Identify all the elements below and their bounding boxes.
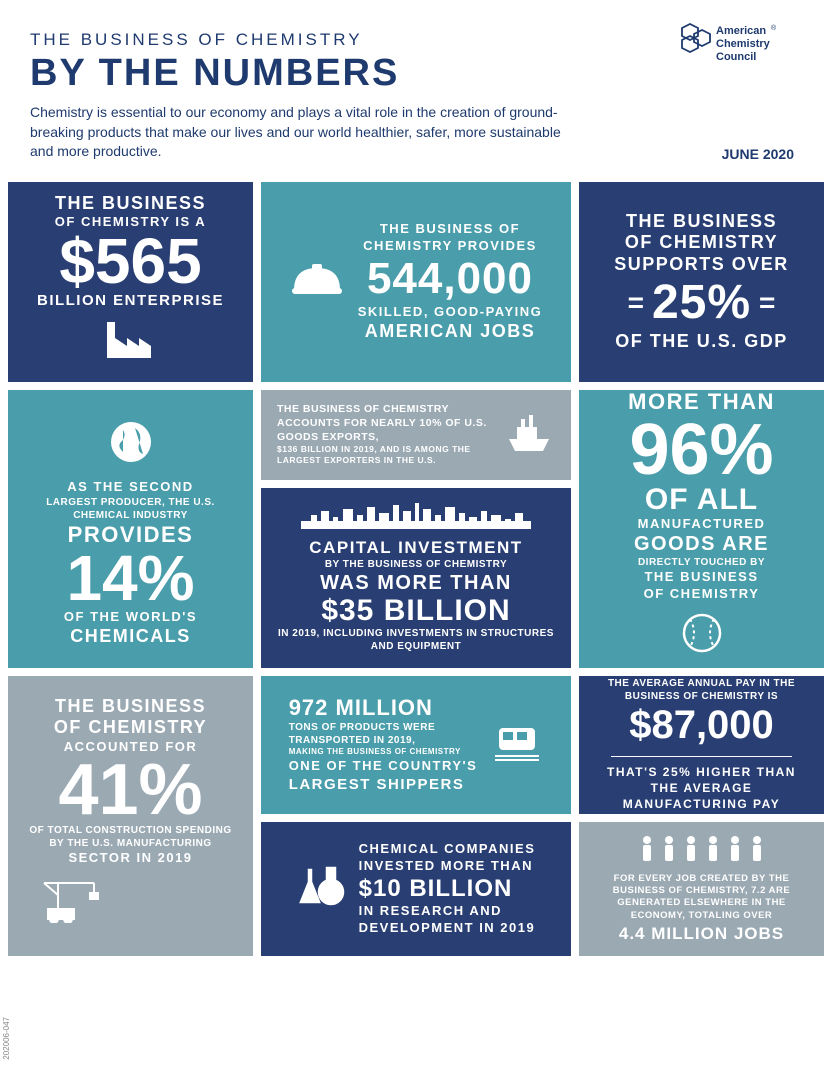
text: LARGEST SHIPPERS [289, 775, 478, 795]
factory-icon [103, 318, 159, 363]
header-date: JUNE 2020 [722, 146, 794, 162]
text: TRANSPORTED IN 2019, [289, 734, 478, 747]
stat-value: $35 BILLION [321, 595, 510, 627]
text: INVESTED MORE THAN [359, 858, 536, 875]
text: THE BUSINESS OF CHEMISTRY ACCOUNTS FOR N… [277, 403, 489, 444]
stat-value: $565 [59, 231, 201, 292]
text: IN 2019, INCLUDING INVESTMENTS IN STRUCT… [277, 627, 555, 653]
tile-gdp: THE BUSINESS OF CHEMISTRY SUPPORTS OVER … [579, 182, 824, 382]
tile-multiplier: FOR EVERY JOB CREATED BY THE BUSINESS OF… [579, 822, 824, 956]
stat-value: 41% [58, 756, 202, 824]
text: OF TOTAL CONSTRUCTION SPENDING BY THE U.… [24, 824, 237, 850]
header-description: Chemistry is essential to our economy an… [30, 103, 580, 162]
stat-value: $10 BILLION [359, 875, 536, 903]
text: FOR EVERY JOB CREATED BY THE BUSINESS OF… [595, 873, 808, 922]
text: CHEMICAL COMPANIES [359, 841, 536, 858]
text: OF CHEMISTRY [625, 232, 778, 254]
stat-value: 544,000 [358, 254, 543, 304]
tile-grid: THE BUSINESS OF CHEMISTRY IS A $565 BILL… [0, 182, 824, 964]
text: BY THE BUSINESS OF CHEMISTRY [325, 558, 507, 571]
tile-construction: THE BUSINESS OF CHEMISTRY ACCOUNTED FOR … [8, 676, 253, 956]
tile-world: AS THE SECOND LARGEST PRODUCER, THE U.S.… [8, 390, 253, 668]
people-icon [637, 834, 767, 869]
text: SUPPORTS OVER [614, 254, 789, 276]
svg-text:Council: Council [716, 51, 756, 63]
ship-icon [503, 411, 555, 458]
text: GOODS ARE [634, 532, 769, 556]
text: OF ALL [645, 484, 758, 516]
text: AMERICAN JOBS [358, 321, 543, 343]
divider [611, 756, 792, 757]
text: THE AVERAGE ANNUAL PAY IN THE BUSINESS O… [595, 677, 808, 703]
text: OF THE U.S. GDP [615, 331, 788, 353]
acc-logo: American Chemistry Council ® [674, 20, 794, 80]
tile-transport: 972 MILLION TONS OF PRODUCTS WERE TRANSP… [261, 676, 571, 814]
flask-icon [297, 862, 345, 915]
svg-text:American: American [716, 25, 766, 37]
tile-capital: CAPITAL INVESTMENT BY THE BUSINESS OF CH… [261, 488, 571, 668]
text: MAKING THE BUSINESS OF CHEMISTRY [289, 747, 478, 757]
skyline-icon [301, 503, 531, 534]
svg-text:Chemistry: Chemistry [716, 38, 771, 50]
text: THE BUSINESS [644, 569, 758, 586]
text: THE BUSINESS OF [358, 221, 543, 238]
text: OF CHEMISTRY [644, 586, 760, 603]
train-icon [491, 722, 543, 767]
svg-text:®: ® [771, 24, 777, 32]
footer-code: 202006-047 [2, 1017, 11, 1060]
tile-jobs: THE BUSINESS OF CHEMISTRY PROVIDES 544,0… [261, 182, 571, 382]
text: DIRECTLY TOUCHED BY [638, 556, 765, 569]
tile-enterprise: THE BUSINESS OF CHEMISTRY IS A $565 BILL… [8, 182, 253, 382]
text: DEVELOPMENT IN 2019 [359, 920, 536, 937]
text: CHEMICALS [70, 626, 191, 648]
tile-research: CHEMICAL COMPANIES INVESTED MORE THAN $1… [261, 822, 571, 956]
text: CHEMISTRY PROVIDES [358, 238, 543, 255]
text: BILLION ENTERPRISE [37, 292, 224, 310]
stat-value: 4.4 MILLION JOBS [619, 924, 784, 944]
text: ONE OF THE COUNTRY'S [289, 758, 478, 775]
text: LARGEST PRODUCER, THE U.S. CHEMICAL INDU… [24, 496, 237, 522]
stat-value: $87,000 [629, 703, 774, 748]
stat-value: 96% [629, 416, 773, 484]
text: OF CHEMISTRY [54, 717, 207, 739]
baseball-icon [680, 611, 724, 660]
header: THE BUSINESS OF CHEMISTRY BY THE NUMBERS… [0, 0, 824, 182]
text: THE BUSINESS [626, 211, 777, 233]
text: SKILLED, GOOD-PAYING [358, 304, 543, 321]
text: MANUFACTURED [638, 516, 766, 533]
text: OF THE WORLD'S [64, 609, 197, 626]
text: AS THE SECOND [67, 479, 193, 496]
text: THAT'S 25% HIGHER THAN THE AVERAGE MANUF… [595, 765, 808, 812]
stat-value: 25% [652, 279, 751, 327]
text: SECTOR IN 2019 [68, 850, 192, 867]
hardhat-icon [290, 258, 344, 305]
text: WAS MORE THAN [320, 571, 512, 595]
text: TONS OF PRODUCTS WERE [289, 721, 478, 734]
stat-value: 14% [66, 548, 194, 609]
text: THE BUSINESS [55, 193, 206, 215]
tile-goods: MORE THAN 96% OF ALL MANUFACTURED GOODS … [579, 390, 824, 668]
crane-icon [34, 875, 102, 928]
globe-icon [107, 418, 155, 471]
text: CAPITAL INVESTMENT [309, 538, 522, 558]
tile-pay: THE AVERAGE ANNUAL PAY IN THE BUSINESS O… [579, 676, 824, 814]
tile-exports: THE BUSINESS OF CHEMISTRY ACCOUNTS FOR N… [261, 390, 571, 480]
text: $136 BILLION IN 2019, AND IS AMONG THE L… [277, 444, 489, 466]
text: THE BUSINESS [55, 696, 206, 718]
stat-value: 972 MILLION [289, 695, 478, 721]
text: IN RESEARCH AND [359, 903, 536, 920]
